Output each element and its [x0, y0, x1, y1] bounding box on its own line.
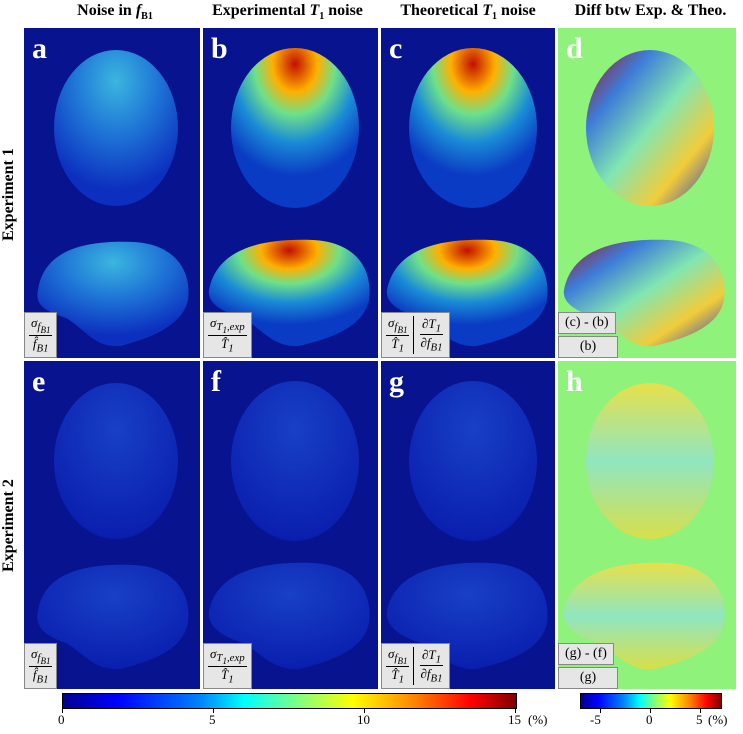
column-title-experimental-t1: Experimental T1 noise	[212, 2, 363, 23]
colorbar-diff-label-neg5: -5	[590, 712, 601, 727]
colorbar-main-tick	[62, 709, 63, 713]
panel-e: e σfB1 f̂B1	[24, 361, 200, 689]
colorbar-main-tick	[213, 709, 214, 713]
diff-label-bottom-exp1: (b)	[558, 336, 618, 358]
panel-b: b σT1,exp T̂1	[203, 28, 378, 358]
column-title-noise-fb1: Noise in fB1	[77, 2, 153, 23]
diff-label-top-exp2: (g) - (f)	[558, 643, 614, 665]
column-title-theoretical-t1: Theoretical T1 noise	[400, 2, 536, 23]
colorbar-diff-tick	[650, 709, 651, 713]
panel-g: g σfB1 T̂1 ∂T1 ∂fB1	[381, 361, 555, 689]
panel-label-e: e	[32, 365, 46, 398]
formula-box-fb1-exp2: σfB1 f̂B1	[24, 642, 58, 689]
formula-box-fb1: σfB1 f̂B1	[24, 311, 58, 358]
colorbar-main-label-5: 5	[209, 712, 216, 727]
row-title-experiment-2: Experiment 2	[0, 479, 17, 573]
panel-label-g: g	[389, 365, 404, 398]
colorbar-diff-label-0: 0	[646, 712, 653, 727]
colorbar-diff-unit: (%)	[708, 712, 728, 727]
panel-a: a σfB1 f̂B1	[24, 28, 200, 358]
panel-label-h: h	[566, 365, 583, 398]
colorbar-main-tick	[364, 709, 365, 713]
colorbar-main	[62, 693, 517, 709]
diff-label-top-exp1: (c) - (b)	[558, 312, 616, 334]
panel-f: f σT1,exp T̂1	[203, 361, 378, 689]
colorbar-main-label-10: 10	[357, 712, 370, 727]
diff-label-bottom-exp2: (g)	[558, 667, 618, 689]
panel-label-b: b	[211, 32, 228, 65]
column-title-diff: Diff btw Exp. & Theo.	[574, 2, 727, 19]
panel-label-f: f	[211, 365, 221, 398]
colorbar-main-label-0: 0	[58, 712, 65, 727]
panel-h: h (g) - (f) (g)	[558, 361, 736, 689]
colorbar-main-unit: (%)	[528, 712, 548, 727]
panel-c: c σfB1 T̂1 ∂T1 ∂fB1	[381, 28, 555, 358]
panel-label-a: a	[32, 32, 47, 65]
formula-box-theoretical: σfB1 T̂1 ∂T1 ∂fB1	[381, 311, 450, 358]
colorbar-main-tick	[515, 709, 516, 713]
formula-box-t1exp-exp2: σT1,exp T̂1	[203, 642, 252, 689]
colorbar-diff-label-5: 5	[696, 712, 703, 727]
formula-box-t1exp: σT1,exp T̂1	[203, 311, 252, 358]
panel-d: d (c) - (b) (b)	[558, 28, 736, 358]
colorbar-diff	[580, 693, 722, 709]
row-title-experiment-1: Experiment 1	[0, 148, 17, 242]
formula-box-theoretical-exp2: σfB1 T̂1 ∂T1 ∂fB1	[381, 642, 450, 689]
colorbar-main-label-15: 15	[508, 712, 521, 727]
colorbar-diff-tick	[700, 709, 701, 713]
colorbar-diff-tick	[600, 709, 601, 713]
panel-label-d: d	[566, 32, 583, 65]
panel-label-c: c	[389, 32, 403, 65]
